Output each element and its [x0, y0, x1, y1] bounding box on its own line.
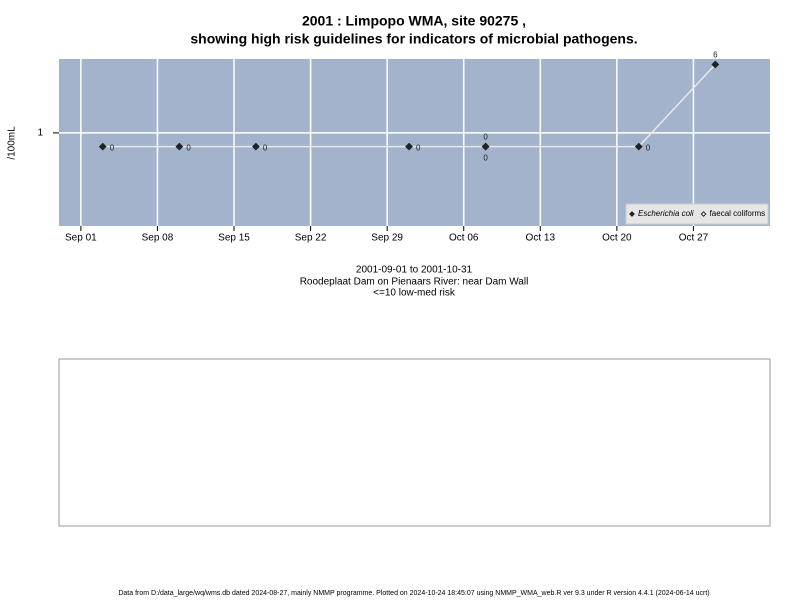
legend-box: [625, 203, 769, 225]
x-tick-label: Oct 20: [602, 233, 632, 244]
data-label: 6: [713, 51, 718, 60]
y-tick-label: 1: [37, 128, 43, 139]
x-tick-label: Sep 01: [65, 233, 97, 244]
data-point: [634, 142, 643, 151]
data-point: [98, 142, 107, 151]
legend-marker: [700, 211, 707, 217]
data-label: 0: [110, 144, 115, 153]
legend-marker: [629, 211, 635, 217]
x-tick-label: Sep 29: [371, 233, 403, 244]
empty-panel: [58, 358, 771, 527]
x-tick-label: Sep 22: [295, 233, 327, 244]
data-point: [251, 142, 260, 151]
y-axis-label: /100mL: [7, 126, 18, 160]
legend-label: Escherichia coli: [638, 209, 694, 218]
subtitle: Roodeplaat Dam on Pienaars River: near D…: [300, 277, 529, 288]
subtitle: 2001-09-01 to 2001-10-31: [356, 265, 473, 276]
data-label: 0: [263, 144, 268, 153]
data-point: [481, 142, 490, 151]
data-label: 0: [483, 133, 488, 142]
data-point: [175, 142, 184, 151]
data-point: [405, 142, 413, 151]
x-tick-label: Oct 13: [526, 233, 556, 244]
legend-label: faecal coliforms: [710, 209, 766, 218]
subtitle: <=10 low-med risk: [373, 288, 456, 299]
data-label: 0: [416, 144, 421, 153]
x-tick-label: Oct 06: [449, 233, 479, 244]
data-point: [711, 60, 720, 69]
data-label: 0: [186, 144, 191, 153]
data-label: 0: [483, 154, 488, 163]
plot-area: [59, 59, 770, 226]
chart-title: 2001 : Limpopo WMA, site 90275 ,: [302, 13, 526, 29]
data-label: 0: [646, 144, 651, 153]
x-tick-label: Oct 27: [679, 233, 709, 244]
x-tick-label: Sep 08: [142, 233, 174, 244]
x-tick-label: Sep 15: [218, 233, 250, 244]
footer: Data from D:/data_large/wq/wms.db dated …: [118, 590, 709, 597]
chart-title: showing high risk guidelines for indicat…: [190, 31, 637, 47]
